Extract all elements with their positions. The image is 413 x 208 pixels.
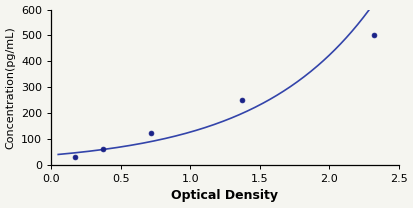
Y-axis label: Concentration(pg/mL): Concentration(pg/mL)	[5, 26, 16, 149]
X-axis label: Optical Density: Optical Density	[171, 189, 278, 202]
